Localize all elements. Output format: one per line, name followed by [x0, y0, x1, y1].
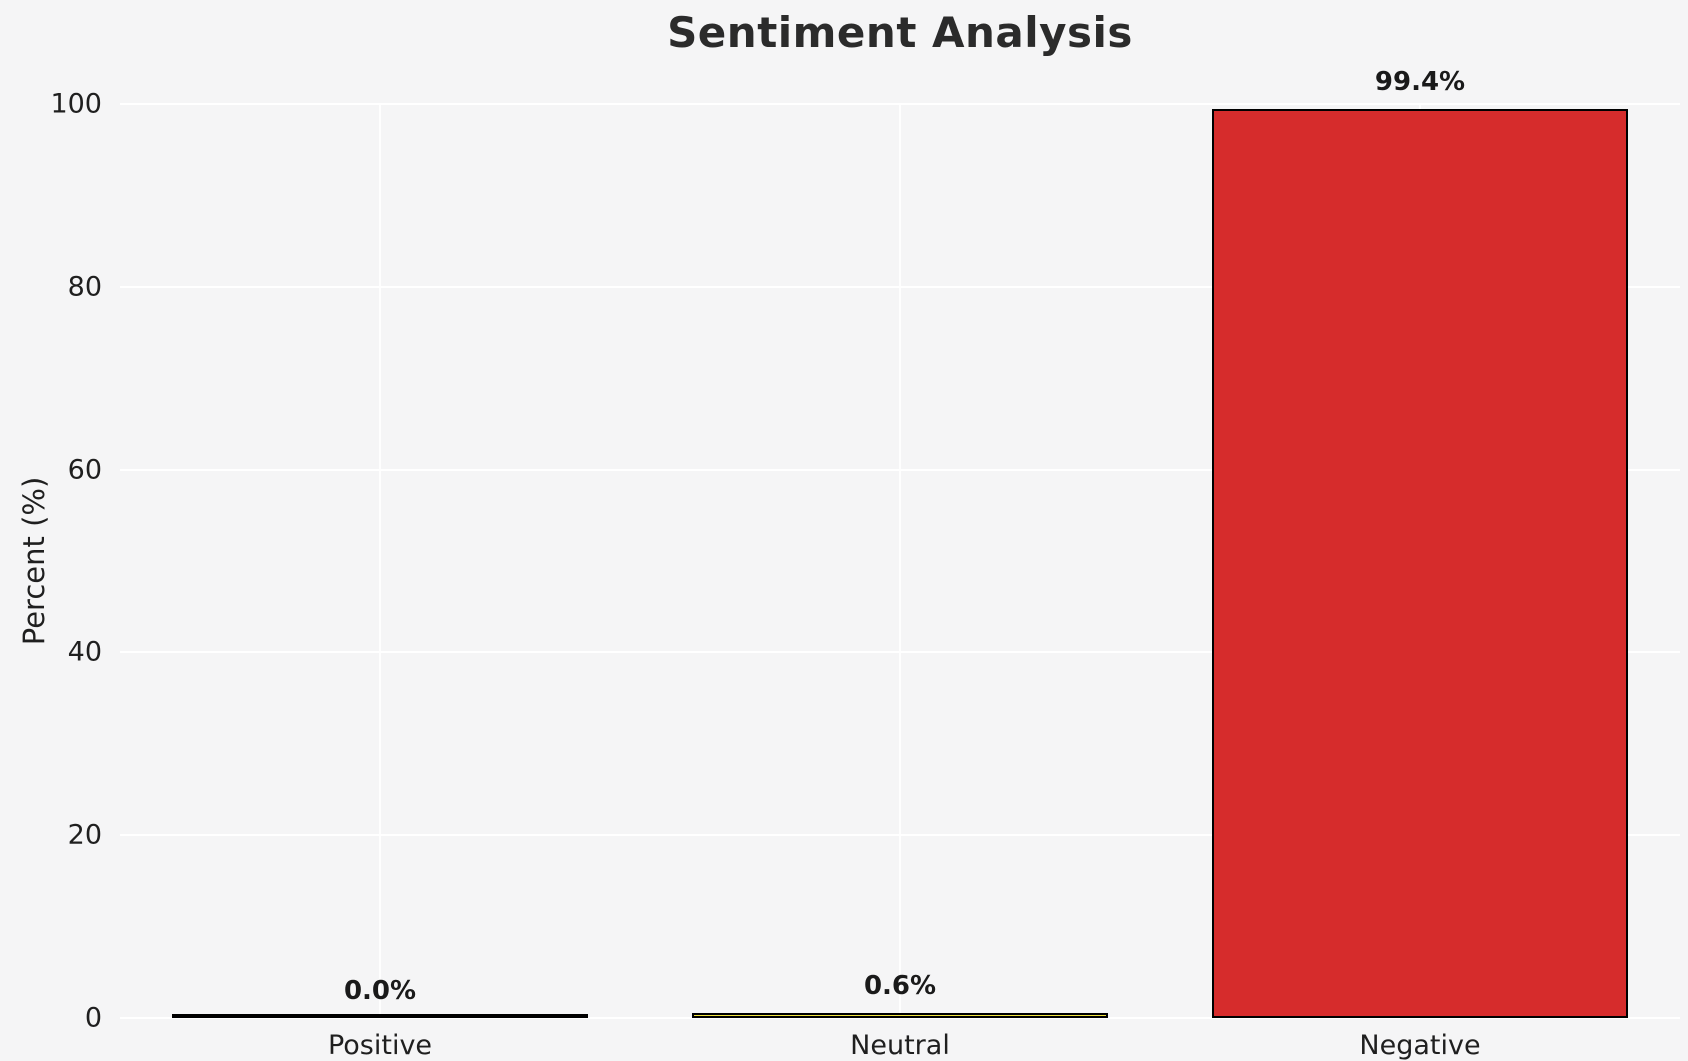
y-tick-label: 0 [84, 1002, 102, 1034]
x-tick-label: Negative [1359, 1030, 1481, 1061]
gridline-horizontal [120, 1017, 1680, 1019]
y-tick-label: 100 [50, 88, 102, 120]
y-tick-label: 20 [67, 819, 102, 851]
bar-value-label: 99.4% [1374, 67, 1466, 98]
bar-value-label: 0.0% [343, 976, 417, 1006]
x-tick-label: Neutral [850, 1030, 950, 1061]
gridline-vertical [379, 104, 381, 1018]
bar-neutral [692, 1012, 1108, 1018]
bar-positive [172, 1014, 588, 1018]
y-tick-label: 40 [67, 636, 102, 668]
chart-title: Sentiment Analysis [667, 8, 1133, 57]
x-tick-label: Positive [327, 1030, 433, 1061]
y-tick-label: 80 [67, 271, 102, 303]
gridline-vertical [899, 104, 901, 1018]
y-axis-label: Percent (%) [17, 476, 51, 646]
bar-negative [1212, 109, 1628, 1018]
bar-value-label: 0.6% [863, 970, 937, 1001]
plot-area: 0.0% 0.6% 99.4% [120, 67, 1680, 1019]
y-tick-label: 60 [67, 454, 102, 486]
